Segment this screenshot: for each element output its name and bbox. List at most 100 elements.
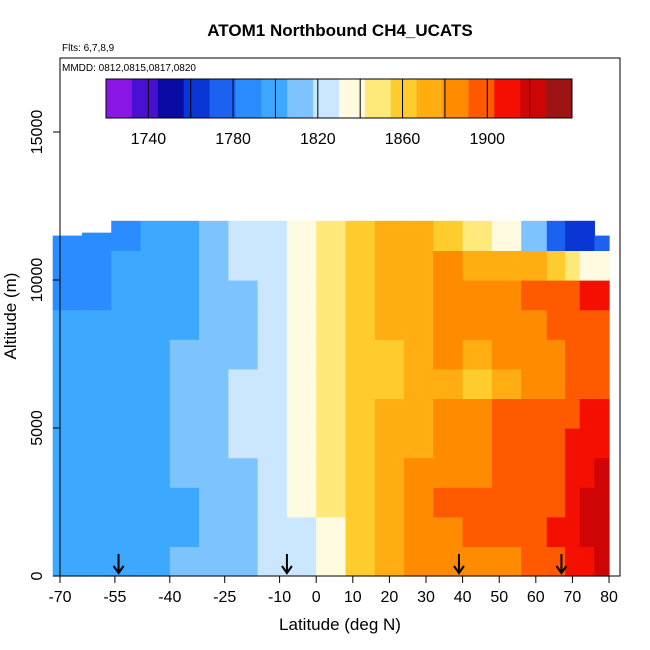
- heatmap-cell: [546, 428, 566, 459]
- colorbar-swatch: [209, 79, 236, 118]
- flight-day-arrow: [112, 554, 125, 575]
- colorbar-tick-label: 1900: [469, 131, 505, 148]
- heatmap-cell: [404, 280, 434, 311]
- heatmap-cell: [374, 250, 405, 281]
- heatmap-cell: [374, 516, 405, 547]
- heatmap-cell: [81, 250, 112, 281]
- heatmap-cell: [140, 280, 171, 311]
- heatmap-cell: [286, 516, 317, 547]
- y-axis: 0 5000 10000 15000: [29, 110, 60, 580]
- y-tick-label: 10000: [29, 258, 46, 303]
- heatmap-cell: [257, 546, 288, 577]
- heatmap-cell: [286, 280, 317, 311]
- heatmap-cell: [462, 487, 493, 518]
- heatmap-cell: [316, 280, 347, 311]
- heatmap-cell: [404, 428, 434, 459]
- arrow-head: [281, 565, 293, 575]
- heatmap-cell: [565, 280, 581, 311]
- heatmap-cell: [286, 339, 317, 370]
- heatmap-cell: [286, 250, 317, 281]
- colorbar-swatch: [364, 79, 392, 118]
- heatmap-cell: [111, 398, 142, 429]
- arrow-head: [112, 565, 125, 575]
- heatmap-cell: [546, 220, 566, 251]
- heatmap-cell: [345, 220, 376, 251]
- heatmap-cell: [81, 546, 112, 577]
- heatmap-cell: [345, 516, 376, 547]
- heatmap-cell: [565, 457, 581, 488]
- heatmap-cell: [594, 235, 610, 251]
- heatmap-cell: [169, 428, 200, 459]
- heatmap-cell: [316, 339, 347, 370]
- heatmap-cell: [199, 487, 229, 518]
- heatmap-cell: [286, 487, 317, 518]
- heatmap-cell: [579, 457, 595, 488]
- heatmap-cell: [316, 398, 347, 429]
- heatmap-cell: [594, 280, 610, 311]
- heatmap-cell: [579, 220, 595, 251]
- colorbar-swatch: [106, 79, 133, 118]
- x-tick-label: -25: [213, 589, 236, 606]
- heatmap-cell: [521, 280, 548, 311]
- colorbar-labels: 1740 1780 1820 1860 1900: [131, 131, 506, 148]
- heatmap-cell: [169, 398, 200, 429]
- heatmap-cell: [111, 457, 142, 488]
- heatmap-cell: [491, 516, 522, 547]
- heatmap-cell: [81, 428, 112, 459]
- heatmap-cell: [111, 220, 142, 251]
- heatmap-cell: [52, 546, 83, 577]
- heatmap-cell: [169, 487, 200, 518]
- heatmap-cell: [579, 398, 595, 429]
- heatmap-cell: [257, 309, 288, 340]
- colorbar-swatch: [339, 79, 366, 118]
- colorbar-swatch: [235, 79, 262, 118]
- heatmap-cell: [169, 339, 200, 370]
- y-tick-label: 15000: [29, 110, 46, 155]
- colorbar-swatch: [468, 79, 495, 118]
- heatmap-cell: [199, 428, 229, 459]
- x-tick-label: -10: [268, 589, 291, 606]
- flight-day-arrow: [281, 554, 293, 575]
- x-tick-label: 50: [490, 589, 508, 606]
- heatmap-cell: [286, 457, 317, 488]
- heatmap-cell: [169, 546, 200, 577]
- flight-day-arrow: [555, 554, 568, 575]
- heatmap-cell: [228, 516, 259, 547]
- heatmap-cell: [199, 398, 229, 429]
- heatmap-cell: [228, 309, 259, 340]
- heatmap-cell: [169, 250, 200, 281]
- heatmap-cell: [374, 428, 405, 459]
- heatmap-cell: [491, 368, 522, 399]
- colorbar-swatch: [131, 79, 159, 118]
- heatmap-cell: [52, 487, 83, 518]
- heatmap-cell: [81, 339, 112, 370]
- heatmap-cell: [546, 487, 566, 518]
- heatmap-cell: [345, 309, 376, 340]
- heatmap-cell: [169, 309, 200, 340]
- heatmap-cell: [565, 428, 581, 459]
- heatmap-cell: [81, 516, 112, 547]
- heatmap-cell: [579, 339, 595, 370]
- heatmap-cell: [579, 280, 595, 311]
- x-tick-label: 10: [344, 589, 362, 606]
- heatmap-cell: [257, 339, 288, 370]
- heatmap-cell: [462, 428, 493, 459]
- heatmap-cell: [257, 457, 288, 488]
- x-axis-label: Latitude (deg N): [279, 615, 401, 634]
- heatmap-cell: [257, 220, 288, 251]
- heatmap-cell: [374, 280, 405, 311]
- x-axis: -70 -55 -40 -25 -10 0 10 20 30 40 50 60 70 80: [48, 576, 618, 606]
- x-tick-label: 20: [381, 589, 399, 606]
- heatmap-cell: [404, 309, 434, 340]
- heatmap-cell: [433, 309, 464, 340]
- heatmap-cell: [140, 428, 171, 459]
- heatmap-cell: [52, 516, 83, 547]
- heatmap-cell: [594, 516, 610, 547]
- heatmap-cell: [52, 398, 83, 429]
- heatmap-cell: [52, 280, 83, 311]
- heatmap-cell: [565, 250, 581, 281]
- heatmap-cell: [579, 428, 595, 459]
- heatmap-cell: [462, 220, 493, 251]
- heatmap-cell: [491, 428, 522, 459]
